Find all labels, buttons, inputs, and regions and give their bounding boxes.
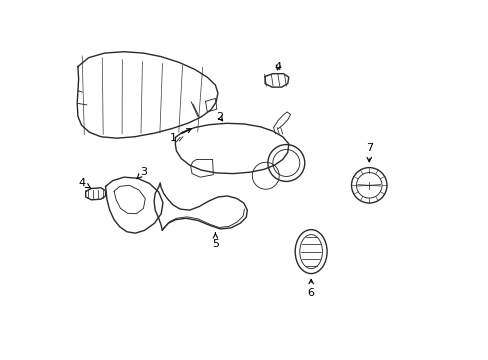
Text: 4: 4 bbox=[79, 178, 91, 188]
Text: 3: 3 bbox=[137, 167, 147, 179]
Text: 7: 7 bbox=[365, 143, 372, 162]
Text: 4: 4 bbox=[274, 62, 281, 72]
Text: 1: 1 bbox=[169, 129, 191, 143]
Text: 5: 5 bbox=[211, 233, 219, 249]
Text: 6: 6 bbox=[307, 279, 314, 298]
Text: 2: 2 bbox=[216, 112, 223, 122]
